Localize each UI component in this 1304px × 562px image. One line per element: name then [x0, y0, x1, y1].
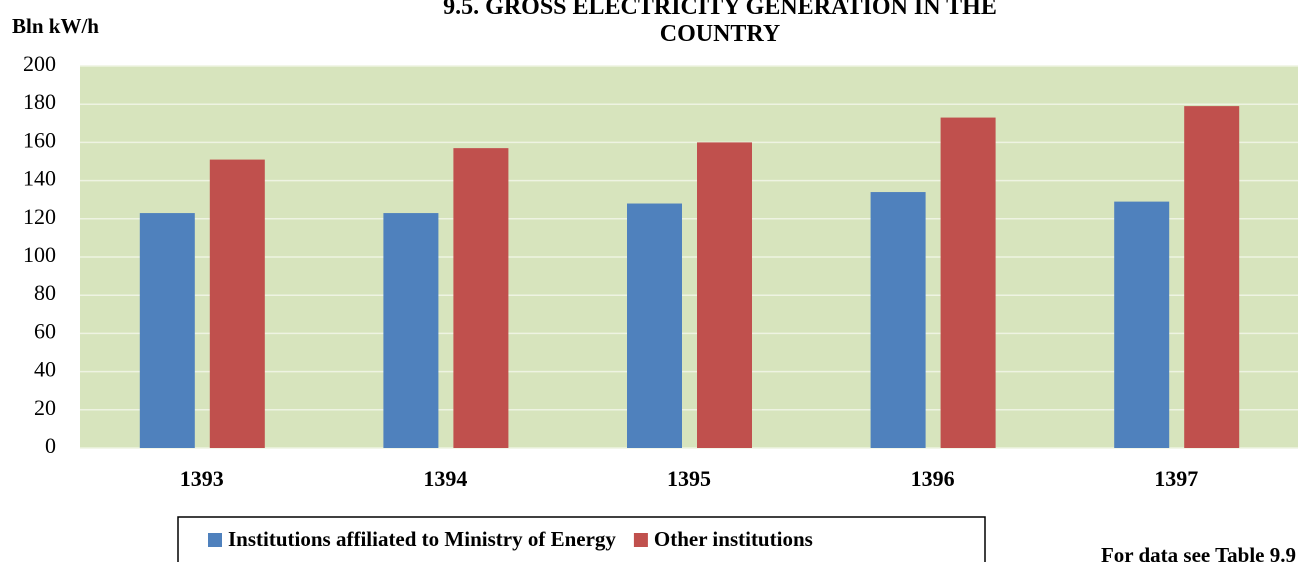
y-axis-label: Bln kW/h — [12, 14, 99, 38]
bar — [1114, 201, 1170, 448]
y-tick-label: 180 — [23, 89, 56, 114]
legend-label: Other institutions — [654, 527, 813, 551]
y-tick-label: 80 — [34, 280, 56, 305]
y-tick-label: 160 — [23, 127, 56, 152]
y-tick-label: 0 — [45, 433, 56, 458]
y-tick-label: 100 — [23, 242, 56, 267]
x-tick-label: 1397 — [1154, 466, 1198, 491]
bar — [627, 203, 682, 448]
y-tick-label: 20 — [34, 395, 56, 420]
x-tick-label: 1393 — [180, 466, 224, 491]
bar — [139, 213, 195, 448]
bar — [870, 192, 926, 448]
bar — [209, 159, 265, 448]
bar — [1184, 106, 1240, 449]
legend-box — [177, 516, 986, 562]
legend-label: Institutions affiliated to Ministry of E… — [228, 527, 616, 551]
legend-swatch — [208, 533, 222, 547]
bar — [940, 117, 996, 448]
y-tick-label: 40 — [34, 357, 56, 382]
y-tick-label: 200 — [23, 51, 56, 76]
y-tick-label: 60 — [34, 318, 56, 343]
legend-swatch — [633, 533, 648, 547]
x-tick-label: 1394 — [423, 466, 467, 491]
y-tick-label: 120 — [23, 204, 56, 229]
chart-title: 9.5. GROSS ELECTRICITY GENERATION IN THE… — [443, 0, 997, 47]
x-tick-label: 1396 — [911, 466, 955, 491]
bar — [383, 213, 439, 448]
y-tick-label: 140 — [23, 166, 56, 191]
x-tick-label: 1395 — [667, 466, 711, 491]
bar — [697, 142, 752, 448]
bar — [453, 148, 509, 448]
note: For data see Table 9.9 — [1101, 543, 1296, 562]
